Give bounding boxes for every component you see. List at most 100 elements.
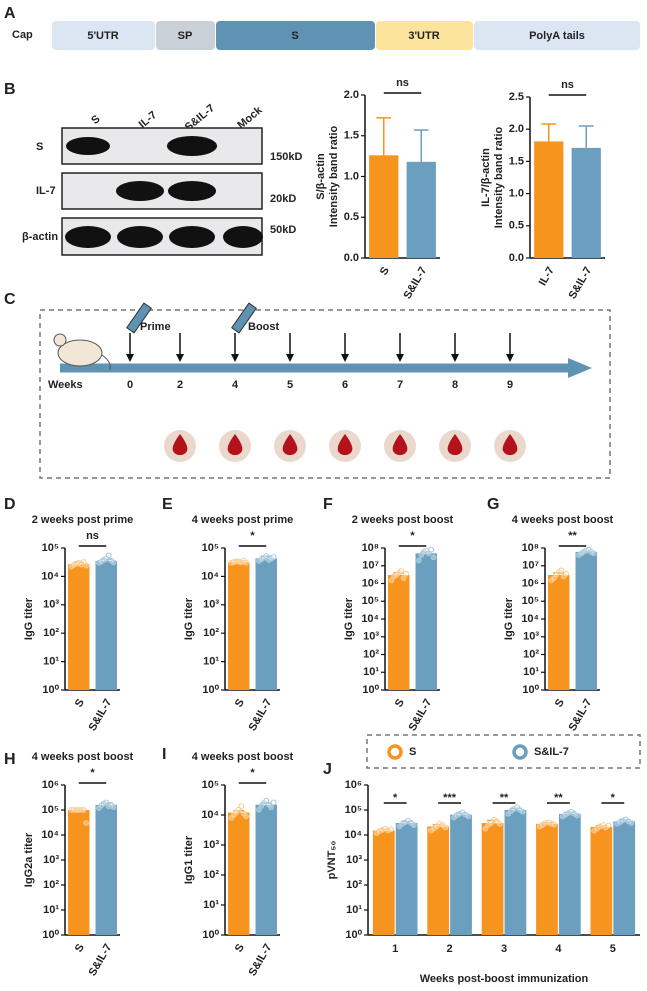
y-tick-label: 10⁶: [522, 577, 539, 589]
data-point: [453, 812, 460, 819]
y-tick-label: 2.0: [344, 89, 359, 101]
data-point: [545, 819, 552, 826]
data-point: [379, 826, 386, 833]
row-label: β-actin: [22, 231, 58, 243]
bar: [68, 564, 90, 690]
x-tick-label: S: [233, 697, 247, 709]
x-tick-label: S: [553, 697, 567, 709]
panel-letter: H: [4, 751, 16, 768]
y-axis-label: IgG titer: [503, 597, 515, 640]
segment: [156, 21, 215, 50]
x-tick-label: 5: [610, 943, 616, 955]
bar: [395, 823, 418, 935]
week-label: 8: [452, 379, 458, 391]
data-point: [625, 818, 632, 825]
y-tick-label: 10¹: [203, 899, 219, 911]
y-tick-label: 10⁴: [41, 829, 59, 841]
syringe: [126, 302, 152, 334]
y-tick-label: 10⁵: [345, 804, 362, 816]
segment-label: SP: [178, 30, 193, 42]
data-point: [415, 557, 422, 564]
y-tick-label: 10⁵: [362, 595, 379, 607]
week-arrowhead: [341, 354, 349, 362]
significance-label: *: [611, 792, 616, 804]
data-point: [83, 562, 90, 569]
x-tick-label: S&IL-7: [567, 265, 595, 301]
x-tick-label: S&IL-7: [87, 942, 115, 978]
week-arrowhead: [506, 354, 514, 362]
data-point: [238, 803, 245, 809]
segment-label: PolyA tails: [529, 30, 585, 42]
y-tick-label: 1.5: [509, 155, 524, 167]
data-point: [571, 810, 578, 817]
y-tick-label: 10⁰: [345, 929, 362, 941]
blood-drop: [392, 434, 408, 456]
y-tick-label: 10⁰: [522, 684, 539, 696]
data-point: [597, 823, 603, 830]
bar: [415, 553, 437, 690]
week-arrowhead: [176, 354, 184, 362]
y-axis-label: IgG1 titer: [183, 835, 195, 884]
y-axis-label: IgG titer: [343, 597, 355, 640]
x-tick-label: S&IL-7: [87, 697, 115, 733]
timeline: 0 2 4 5 6 7 8 9: [126, 302, 526, 462]
band: [117, 226, 163, 248]
y-tick-label: 10⁵: [202, 542, 219, 554]
band: [66, 137, 110, 155]
y-tick-label: 10⁶: [345, 779, 362, 791]
x-tick-label: S&IL-7: [247, 942, 275, 978]
data-point: [80, 807, 87, 813]
y-axis-label: IgG titer: [23, 597, 35, 640]
data-point: [491, 817, 497, 823]
segment-label: 5'UTR: [87, 30, 118, 42]
data-point: [430, 554, 437, 561]
data-point: [388, 826, 394, 833]
y-axis-label: IgG titer: [183, 597, 195, 640]
data-point: [403, 570, 410, 577]
x-tick-label: S: [393, 697, 407, 709]
prime-label: Prime: [140, 321, 171, 333]
mouse: [53, 333, 111, 371]
legend-marker: [387, 744, 403, 760]
legend-label: S: [409, 746, 416, 758]
blood-drop: [172, 434, 188, 456]
y-tick-label: 10²: [43, 627, 59, 639]
bar: [504, 810, 527, 935]
data-point: [105, 552, 112, 559]
data-point: [385, 827, 392, 834]
week-arrowhead: [126, 354, 134, 362]
y-tick-label: 10¹: [43, 656, 59, 668]
y-tick-label: 1.0: [344, 170, 359, 182]
y-axis-label: S/β-actin: [315, 153, 327, 200]
panel-letter: C: [4, 291, 16, 308]
blood-drop: [227, 434, 243, 456]
data-point: [558, 567, 565, 574]
band: [167, 136, 217, 156]
y-tick-label: 10¹: [43, 904, 59, 916]
data-point: [563, 570, 570, 577]
x-tick-label: S&IL-7: [407, 697, 435, 733]
y-tick-label: 0.5: [344, 211, 359, 223]
x-tick-label: S: [73, 697, 87, 709]
y-tick-label: 10³: [43, 599, 59, 611]
data-point: [519, 808, 526, 815]
y-tick-label: 10³: [363, 631, 379, 643]
legend-marker: [512, 744, 528, 760]
data-point: [456, 810, 463, 817]
row-label: S: [36, 141, 43, 153]
data-point: [562, 811, 569, 818]
significance-label: *: [410, 530, 415, 542]
significance-label: **: [568, 530, 577, 542]
data-point: [559, 813, 566, 820]
legend-label: S&IL-7: [534, 746, 569, 758]
significance-label: *: [250, 530, 255, 542]
y-axis-label: pVNT₅₀: [326, 841, 338, 880]
blood-drop: [447, 434, 463, 456]
lane-label: S: [89, 113, 102, 127]
y-tick-label: 10⁴: [521, 613, 539, 625]
bar: [427, 826, 450, 935]
band: [169, 226, 215, 248]
x-tick-label: S: [233, 942, 247, 954]
x-tick-label: S: [378, 265, 392, 277]
